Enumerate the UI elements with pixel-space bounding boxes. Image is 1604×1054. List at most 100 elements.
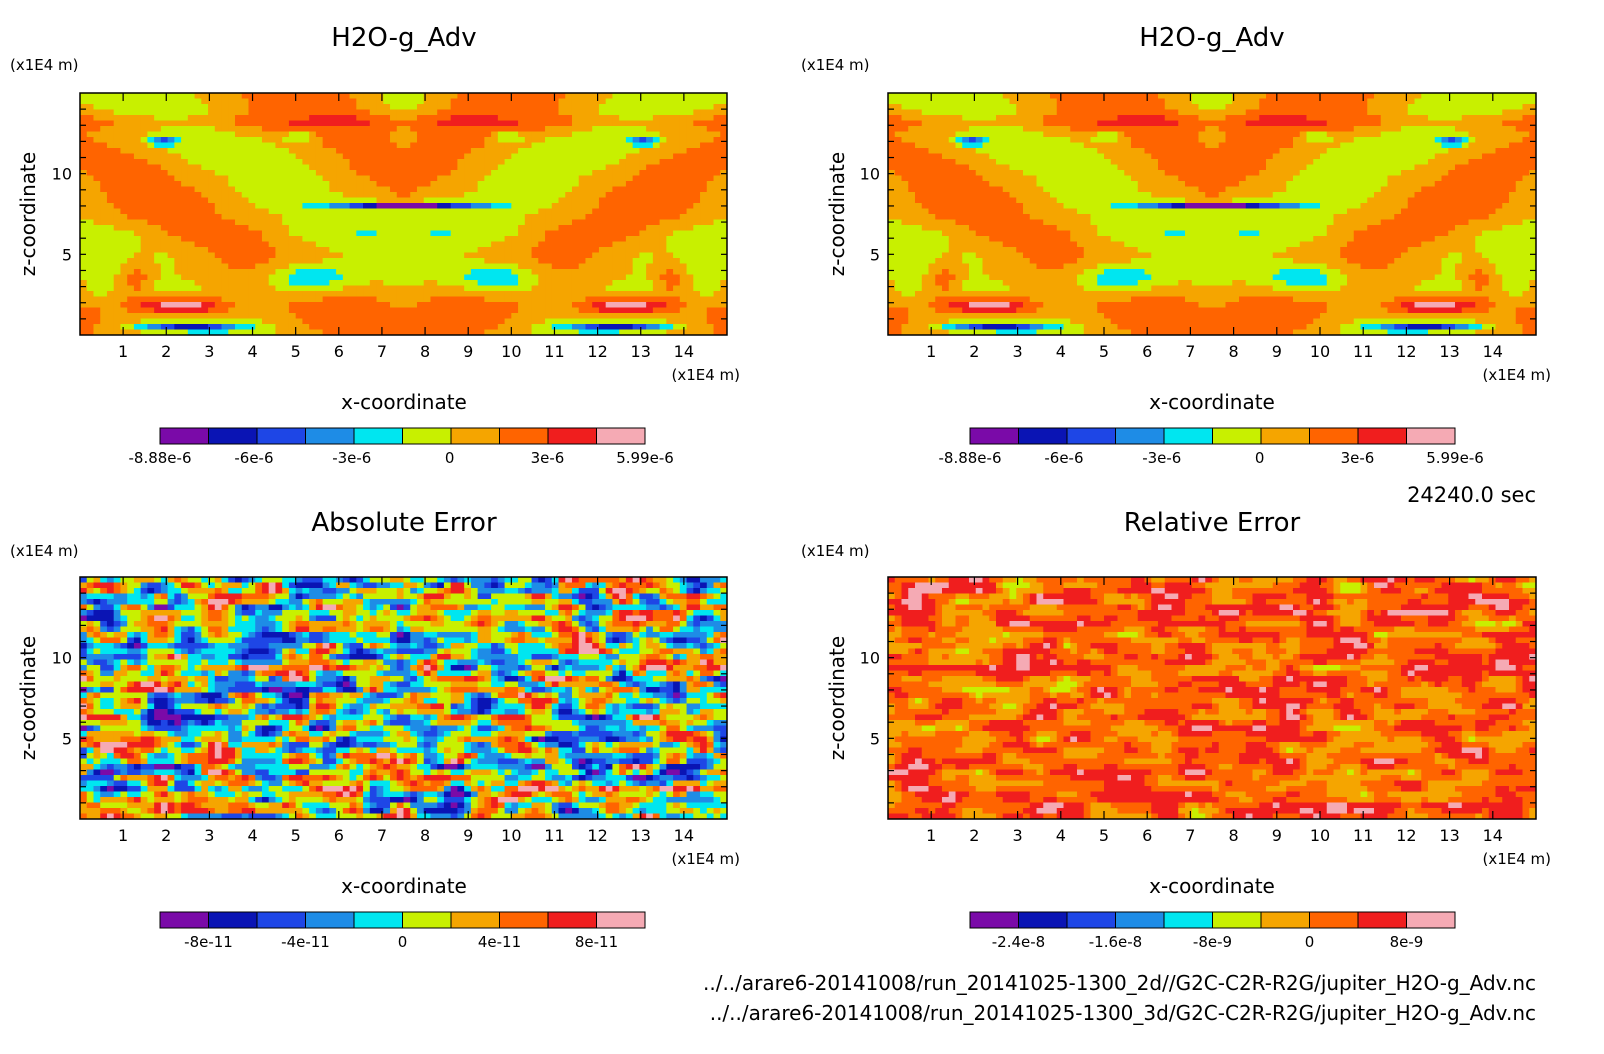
contour-cell <box>403 115 411 122</box>
contour-cell <box>235 170 243 177</box>
contour-cell <box>450 164 459 171</box>
contour-cell <box>315 329 324 335</box>
contour-cell <box>619 313 627 320</box>
contour-cell <box>497 230 506 237</box>
contour-cell <box>363 175 371 182</box>
contour-cell <box>390 324 398 331</box>
contour-cell <box>484 131 492 138</box>
contour-cell <box>288 247 297 254</box>
contour-cell <box>235 120 243 127</box>
contour-cell <box>545 225 553 232</box>
contour-cell <box>241 197 250 204</box>
contour-cell <box>531 104 539 111</box>
contour-cell <box>86 247 95 254</box>
contour-cell <box>235 104 243 111</box>
contour-cell <box>214 241 223 248</box>
contour-cell <box>214 208 223 215</box>
contour-cell <box>491 159 499 166</box>
contour-cell <box>457 197 465 204</box>
contour-cell <box>612 131 620 138</box>
contour-cell <box>464 208 472 215</box>
contour-cell <box>706 93 715 100</box>
contour-cell <box>160 186 169 193</box>
contour-cell <box>565 126 573 133</box>
contour-cell <box>565 98 573 105</box>
contour-cell <box>201 120 209 127</box>
contour-cell <box>605 170 614 177</box>
contour-cell <box>639 208 647 215</box>
contour-cell <box>1218 120 1227 127</box>
contour-cell <box>140 313 148 320</box>
contour-cell <box>1468 109 1476 116</box>
contour-cell <box>140 269 148 276</box>
contour-cell <box>221 225 229 232</box>
contour-cell <box>1401 109 1409 116</box>
contour-cell <box>349 170 357 177</box>
contour-cell <box>235 109 243 116</box>
contour-cell <box>248 252 256 259</box>
contour-cell <box>1077 98 1085 105</box>
contour-cell <box>309 252 317 259</box>
contour-cell <box>235 274 243 281</box>
contour-cell <box>666 93 674 100</box>
contour-cell <box>975 98 984 105</box>
contour-cell <box>443 247 452 254</box>
contour-cell <box>1144 104 1152 111</box>
contour-cell <box>1023 93 1031 100</box>
contour-cell <box>706 258 715 265</box>
contour-cell <box>93 296 101 303</box>
contour-cell <box>679 181 688 188</box>
contour-cell <box>403 230 411 237</box>
contour-cell <box>127 247 135 254</box>
contour-cell <box>106 159 115 166</box>
contour-plot <box>888 93 1536 335</box>
contour-cell <box>363 296 371 303</box>
contour-cell <box>396 285 405 292</box>
contour-cell <box>1077 126 1085 133</box>
contour-cell <box>349 164 357 171</box>
contour-cell <box>571 170 580 177</box>
contour-cell <box>612 104 620 111</box>
contour-cell <box>673 291 681 298</box>
contour-cell <box>194 148 202 155</box>
contour-cell <box>383 175 391 182</box>
contour-cell <box>585 219 593 226</box>
contour-cell <box>106 291 115 298</box>
contour-cell <box>646 258 654 265</box>
contour-cell <box>127 126 135 133</box>
contour-cell <box>504 93 512 100</box>
contour-cell <box>342 181 351 188</box>
contour-cell <box>1509 104 1517 111</box>
contour-cell <box>376 214 384 221</box>
contour-cell <box>336 104 344 111</box>
contour-cell <box>93 313 101 320</box>
contour-cell <box>1056 120 1065 127</box>
contour-cell <box>1482 104 1490 111</box>
contour-cell <box>605 274 614 281</box>
contour-cell <box>416 126 425 133</box>
contour-cell <box>214 307 223 314</box>
contour-cell <box>241 274 250 281</box>
contour-cell <box>713 208 721 215</box>
contour-cell <box>457 175 465 182</box>
contour-cell <box>1421 126 1429 133</box>
contour-cell <box>511 302 519 309</box>
contour-cell <box>470 181 479 188</box>
contour-cell <box>1529 115 1536 122</box>
contour-cell <box>975 93 984 100</box>
contour-cell <box>443 115 452 122</box>
contour-cell <box>174 230 182 237</box>
contour-cell <box>1509 115 1517 122</box>
colorbar-label: -3e-6 <box>332 449 371 467</box>
contour-cell <box>187 137 196 144</box>
contour-cell <box>187 164 196 171</box>
contour-cell <box>464 197 472 204</box>
contour-cell <box>160 329 169 335</box>
contour-cell <box>147 115 155 122</box>
contour-cell <box>632 153 640 160</box>
contour-cell <box>329 236 337 243</box>
contour-cell <box>336 164 344 171</box>
contour-cell <box>201 203 209 210</box>
contour-cell <box>423 296 432 303</box>
contour-cell <box>565 307 573 314</box>
